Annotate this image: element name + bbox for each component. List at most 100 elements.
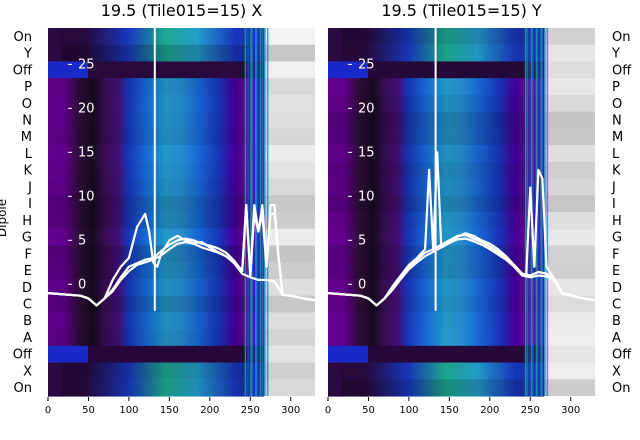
heatmap-row xyxy=(328,312,545,330)
heatmap-row xyxy=(48,128,265,146)
heatmap-stripe xyxy=(532,28,534,396)
row-label-left: E xyxy=(24,264,32,279)
heatmap-row xyxy=(48,345,265,364)
heatmap-row xyxy=(48,379,265,397)
heatmap-edge-tint xyxy=(48,28,62,45)
heatmap-stripe xyxy=(546,28,549,396)
heatmap-edge-tint xyxy=(48,44,62,62)
heatmap-off-blue-left xyxy=(328,345,369,363)
overlay-curve xyxy=(47,241,316,307)
heatmap-row-shade xyxy=(328,312,595,330)
x-tick-label: 0 xyxy=(45,405,51,416)
heatmap-row xyxy=(48,312,265,330)
heatmap-row-shade xyxy=(328,78,595,95)
heatmap-row-shade xyxy=(48,379,315,396)
x-tick-label: 0 xyxy=(325,405,331,416)
heatmap-row-shade xyxy=(328,195,595,212)
row-label-right: D xyxy=(612,281,622,296)
heatmap-stripe xyxy=(538,28,540,396)
row-label-right: C xyxy=(612,298,621,313)
heatmap-row xyxy=(328,329,545,347)
heatmap-edge-tint xyxy=(328,44,342,62)
overlay-curve xyxy=(327,237,596,307)
heatmap-row-shade xyxy=(328,362,595,380)
heatmap-row-shade xyxy=(328,145,595,162)
heatmap-row xyxy=(48,195,265,213)
heatmap-off-blue-left xyxy=(48,61,89,79)
heatmap-edge-tint xyxy=(48,362,62,380)
row-label-left: H xyxy=(22,214,32,229)
row-label-right: P xyxy=(612,80,620,95)
x-tick-label: 300 xyxy=(561,405,580,416)
heatmap-row xyxy=(48,228,265,247)
heatmap-row-shade xyxy=(328,228,595,246)
row-label-left: J xyxy=(27,180,32,195)
row-label-left: G xyxy=(22,231,32,246)
heatmap-row-shade xyxy=(328,245,595,263)
heatmap-row-shade xyxy=(328,28,595,45)
row-label-right: K xyxy=(612,164,621,179)
row-label-left: I xyxy=(28,197,32,212)
heatmap-panel-2: 0 5 10 15 20 25 19.5 (Tile015=15) Y 0 50 100 150 20… xyxy=(325,1,596,416)
x-tick-label: 200 xyxy=(200,405,219,416)
row-label-left: F xyxy=(25,247,32,262)
row-label-left: Y xyxy=(23,47,32,62)
x-tick-label: 250 xyxy=(521,405,540,416)
heatmap-row xyxy=(48,44,265,63)
row-label-right: L xyxy=(612,147,620,162)
heatmap-stripe xyxy=(250,28,252,396)
overlay-curve xyxy=(47,204,316,307)
overlay-y-tick-label: 15 xyxy=(78,145,95,160)
row-label-right: A xyxy=(612,331,621,346)
row-label-right: On xyxy=(612,30,630,45)
row-label-left: C xyxy=(23,298,32,313)
overlay-y-tick-label: 0 xyxy=(358,277,366,292)
heatmap-row-shade xyxy=(48,312,315,330)
row-label-left: B xyxy=(23,314,32,329)
heatmap-row xyxy=(48,362,265,380)
x-tick-label: 150 xyxy=(440,405,459,416)
heatmap-edge-tint xyxy=(328,379,342,396)
heatmap-edge-tint xyxy=(48,379,62,396)
heatmap-row-shade xyxy=(48,362,315,380)
row-label-left: On xyxy=(14,30,32,45)
heatmap-stripe xyxy=(247,28,250,396)
overlay-y-tick-label: 5 xyxy=(78,233,86,248)
heatmap-row-shade xyxy=(328,379,595,396)
x-tick-label: 250 xyxy=(241,405,260,416)
row-label-left: O xyxy=(22,97,32,112)
heatmap-row xyxy=(48,178,265,196)
heatmap-stripe xyxy=(251,28,254,396)
x-tick-label: 100 xyxy=(399,405,418,416)
row-label-left: K xyxy=(23,164,32,179)
heatmap-row xyxy=(48,111,265,129)
heatmap-row xyxy=(48,262,265,280)
y-axis-label: Dipole xyxy=(0,199,9,237)
overlay-y-tick-label: 25 xyxy=(358,57,375,72)
heatmap-row xyxy=(48,161,265,180)
heatmap-row xyxy=(48,28,265,46)
row-label-left: N xyxy=(22,114,32,129)
heatmap-off-blue-left xyxy=(48,345,89,363)
overlay-y-tick-label: 20 xyxy=(358,101,375,116)
x-tick-label: 300 xyxy=(281,405,300,416)
heatmap-row-shade xyxy=(328,329,595,346)
heatmap-row xyxy=(48,61,265,79)
row-label-right: J xyxy=(611,180,616,195)
heatmap-stripe xyxy=(544,28,547,396)
heatmap-stripe xyxy=(266,28,269,396)
heatmap-row-shade xyxy=(48,262,315,279)
heatmap-row-shade xyxy=(328,161,595,179)
heatmap-row-shade xyxy=(48,345,315,363)
heatmap-row-shade xyxy=(48,28,315,45)
heatmap-off-blue-left xyxy=(328,61,369,79)
heatmap-row xyxy=(328,345,545,364)
overlay-y-tick-label: 10 xyxy=(78,189,95,204)
heatmap-row-shade xyxy=(48,161,315,179)
row-label-right: Off xyxy=(612,63,632,78)
heatmap-row-shade xyxy=(48,78,315,95)
panel-title: 19.5 (Tile015=15) Y xyxy=(381,1,542,20)
row-label-right: I xyxy=(612,197,616,212)
heatmap-row xyxy=(328,362,545,380)
